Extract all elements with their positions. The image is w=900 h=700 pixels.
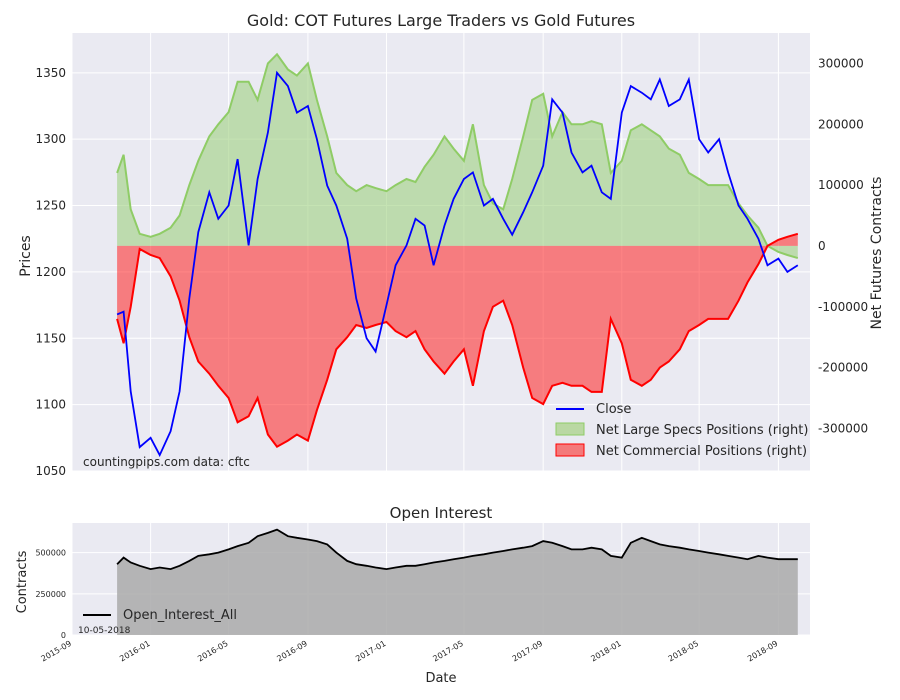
main-chart-title: Gold: COT Futures Large Traders vs Gold …: [247, 11, 635, 30]
main-left-tick-label: 1100: [35, 398, 66, 412]
oi-chart-title: Open Interest: [390, 504, 493, 522]
oi-y-tick-label: 500000: [35, 549, 66, 558]
oi-line: [116, 528, 798, 571]
legend-commercial-swatch: [555, 443, 585, 457]
main-right-tick-label: -300000: [818, 421, 868, 435]
oi-y-tick-label: 250000: [35, 590, 66, 599]
oi-date-footnote: 10-05-2018: [78, 626, 131, 636]
main-right-tick-label: 100000: [818, 178, 864, 192]
main-y2-axis-label: Net Futures Contracts: [869, 177, 885, 330]
main-left-tick-label: 1350: [35, 66, 66, 80]
specs-line: [116, 52, 799, 260]
oi-x-tick-label: 2016-09: [275, 639, 308, 664]
close-price-line: [116, 70, 799, 458]
oi-x-tick-label: 2018-09: [746, 639, 779, 664]
oi-legend: Open_Interest_All: [83, 608, 237, 623]
main-right-tick-label: 200000: [818, 117, 864, 131]
oi-x-tick-label: 2016-01: [118, 639, 151, 664]
oi-y-tick-label: 0: [61, 631, 66, 640]
source-annotation-data: data: cftc: [193, 455, 250, 469]
commercial-line: [116, 232, 799, 449]
main-left-tick-label: 1300: [35, 132, 66, 146]
main-left-tick-label: 1150: [35, 331, 66, 345]
main-right-tick-labels: -300000 -200000 -100000 0 100000 200000 300000: [818, 56, 868, 435]
main-right-tick-label: 0: [818, 239, 826, 253]
legend-specs-label: Net Large Specs Positions (right): [596, 423, 808, 438]
main-left-tick-label: 1250: [35, 199, 66, 213]
oi-area-fill: [116, 528, 798, 635]
legend-specs-swatch: [555, 422, 585, 436]
oi-x-tick-label: 2017-09: [511, 639, 544, 664]
specs-area-fill: [117, 54, 798, 259]
oi-area-shape: [117, 529, 798, 635]
commercial-area-fill: [117, 233, 798, 447]
oi-x-axis-label: Date: [425, 671, 456, 686]
oi-y-axis-label: Contracts: [15, 550, 30, 613]
oi-y-tick-labels: 0 250000 500000: [35, 549, 66, 640]
oi-x-tick-label: 2016-05: [196, 639, 229, 664]
oi-x-tick-label: 2015-09: [40, 639, 73, 664]
legend-close-label: Close: [596, 402, 631, 417]
oi-x-tick-label: 2017-01: [354, 639, 387, 664]
oi-x-tick-label: 2018-05: [667, 639, 700, 664]
main-right-tick-label: -100000: [818, 300, 868, 314]
oi-x-tick-label: 2018-01: [589, 639, 622, 664]
main-left-tick-label: 1200: [35, 265, 66, 279]
main-legend: Close Net Large Specs Positions (right) …: [555, 402, 808, 459]
main-left-tick-labels: 1050 1100 1150 1200 1250 1300 1350: [35, 66, 66, 478]
main-right-tick-label: 300000: [818, 56, 864, 70]
legend-oi-label: Open_Interest_All: [123, 608, 237, 623]
legend-commercial-label: Net Commercial Positions (right): [596, 444, 807, 459]
main-right-tick-label: -200000: [818, 361, 868, 375]
main-area-fills: [117, 54, 798, 447]
oi-x-tick-labels: 2015-09 2016-01 2016-05 2016-09 2017-01 2017-…: [40, 639, 780, 664]
oi-x-tick-label: 2017-05: [431, 639, 464, 664]
main-series-lines: [116, 52, 799, 458]
main-left-tick-label: 1050: [35, 464, 66, 478]
source-annotation-site: countingpips.com: [83, 455, 190, 469]
main-y-axis-label: Prices: [18, 235, 34, 276]
